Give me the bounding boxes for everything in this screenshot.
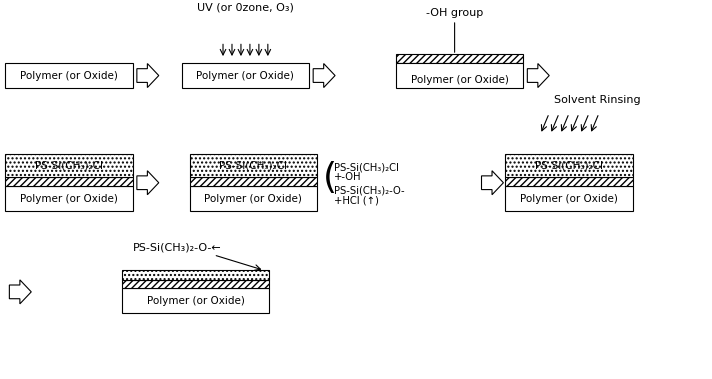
Text: PS-Si(CH₃)₂Cl: PS-Si(CH₃)₂Cl <box>535 161 603 171</box>
Bar <box>396 63 523 88</box>
Polygon shape <box>481 171 503 195</box>
Text: PS-Si(CH₃)₂Cl: PS-Si(CH₃)₂Cl <box>35 161 103 171</box>
Bar <box>396 54 523 63</box>
Bar <box>6 63 133 88</box>
Bar <box>122 271 269 280</box>
Bar <box>189 154 317 177</box>
Text: PS-Si(CH₃)₂Cl: PS-Si(CH₃)₂Cl <box>219 161 288 171</box>
Text: Polymer (or Oxide): Polymer (or Oxide) <box>20 70 118 81</box>
Bar <box>122 280 269 288</box>
Text: Solvent Rinsing: Solvent Rinsing <box>554 95 640 105</box>
Bar <box>506 154 633 177</box>
Text: +HCl (↑): +HCl (↑) <box>334 195 379 205</box>
Bar <box>6 186 133 211</box>
Text: Polymer (or Oxide): Polymer (or Oxide) <box>147 296 244 305</box>
Text: Polymer (or Oxide): Polymer (or Oxide) <box>520 194 618 204</box>
Text: (: ( <box>323 161 337 195</box>
Bar <box>122 288 269 313</box>
Text: UV (or 0zone, O₃): UV (or 0zone, O₃) <box>197 2 294 12</box>
Text: Polymer (or Oxide): Polymer (or Oxide) <box>20 194 118 204</box>
Bar <box>182 63 309 88</box>
Bar <box>6 177 133 186</box>
Text: PS-Si(CH₃)₂Cl: PS-Si(CH₃)₂Cl <box>334 162 399 172</box>
Bar <box>189 186 317 211</box>
Polygon shape <box>528 64 549 88</box>
Bar <box>506 177 633 186</box>
Bar <box>189 177 317 186</box>
Polygon shape <box>313 64 335 88</box>
Text: Polymer (or Oxide): Polymer (or Oxide) <box>204 194 303 204</box>
Text: +-OH: +-OH <box>334 172 362 182</box>
Polygon shape <box>137 171 159 195</box>
Bar <box>6 154 133 177</box>
Text: -OH group: -OH group <box>426 8 483 18</box>
Text: Polymer (or Oxide): Polymer (or Oxide) <box>197 70 294 81</box>
Text: Polymer (or Oxide): Polymer (or Oxide) <box>411 75 508 85</box>
Bar <box>506 186 633 211</box>
Polygon shape <box>137 64 159 88</box>
Text: PS-Si(CH₃)₂-O-: PS-Si(CH₃)₂-O- <box>334 186 404 196</box>
Text: PS-Si(CH₃)₂-O-←: PS-Si(CH₃)₂-O-← <box>133 243 222 253</box>
Polygon shape <box>9 280 31 304</box>
